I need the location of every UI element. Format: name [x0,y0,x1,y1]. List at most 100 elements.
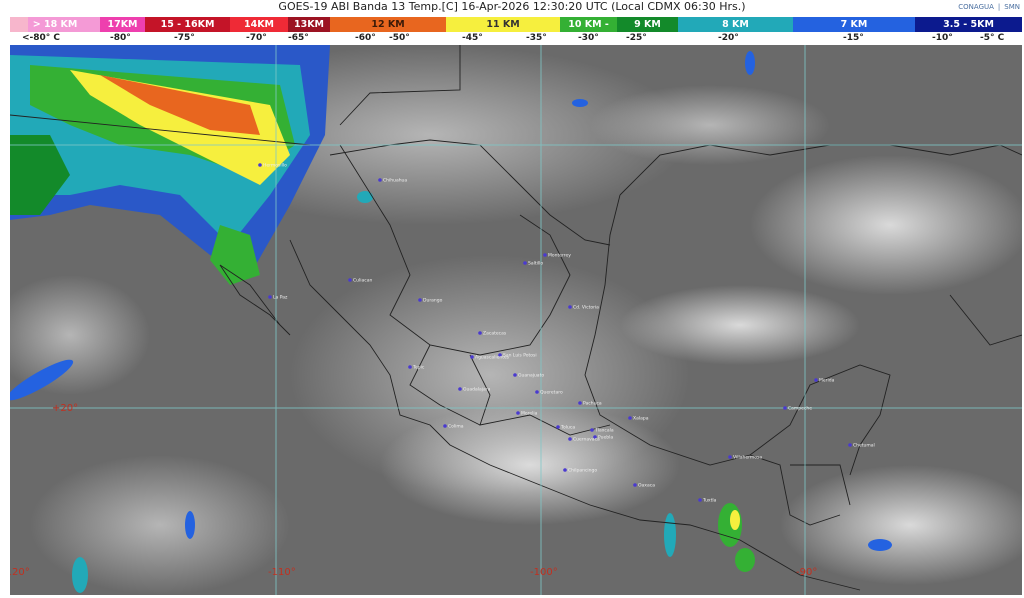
legend-segment: 12 KM [330,17,446,32]
storm-system-northwest [10,45,330,285]
city-marker [590,428,594,432]
temp-label: -45° [462,33,483,43]
city-marker [418,298,422,302]
city-marker [698,498,702,502]
city-label: Culiacan [353,278,372,284]
lon-label: -120° [10,567,30,578]
city-marker [593,435,597,439]
satellite-map: +20° -120° -110° -100° -90° Chihuahua Her… [10,45,1022,595]
city-marker [268,295,272,299]
city-label: San Luis Potosi [503,353,537,359]
city-marker [258,163,262,167]
legend-segment: > 18 KM [10,17,100,32]
city-marker [633,483,637,487]
city-label: Hermosillo [263,163,287,169]
city-label: Puebla [598,435,613,441]
city-label: Chilpancingo [568,468,597,474]
city-label: Cd. Victoria [573,305,599,311]
legend-segment: 8 KM [678,17,793,32]
city-marker [728,455,732,459]
temp-label: -80° [110,33,131,43]
agency-logos: CONAGUA | SMN [958,3,1020,11]
legend-segment: 17KM [100,17,145,32]
city-label: Chetumal [853,443,875,449]
temp-label: -60° [355,33,376,43]
temp-label: -35° [526,33,547,43]
temp-label: -75° [174,33,195,43]
temp-label: -25° [626,33,647,43]
temp-label: <-80° C [22,33,61,43]
temp-label: -15° [843,33,864,43]
city-marker [458,387,462,391]
lon-label: -100° [530,567,558,578]
city-marker [408,365,412,369]
city-marker [478,331,482,335]
city-marker [535,390,539,394]
city-label: Zacatecas [483,331,507,337]
city-label: Campeche [788,406,812,412]
image-title: GOES-19 ABI Banda 13 Temp.[C] 16-Apr-202… [278,0,746,13]
temp-label: -30° [578,33,599,43]
city-label: Durango [423,298,443,304]
city-label: Colima [448,424,464,430]
city-marker [378,178,382,182]
city-marker [348,278,352,282]
city-marker [470,355,474,359]
city-marker [568,437,572,441]
graticule [10,45,1022,595]
city-marker [498,353,502,357]
legend-segment: 10 KM - [560,17,617,32]
legend-segment: 14KM [230,17,288,32]
city-label: Guadalajara [463,387,491,393]
city-label: Aguascalientes [475,355,510,361]
city-label: Chihuahua [383,178,407,184]
city-marker [556,425,560,429]
city-marker [628,416,632,420]
temp-label: -10° [932,33,953,43]
legend-segment: 3.5 - 5KM [915,17,1022,32]
city-marker [516,411,520,415]
city-marker [783,406,787,410]
city-label: Monterrey [548,253,571,259]
city-label: Tlaxcala [594,428,614,434]
legend-segment: 11 KM [446,17,560,32]
city-label: Villahermosa [733,455,762,461]
city-label: Tuxtla [702,498,717,504]
city-label: Merida [819,378,835,384]
city-marker [513,373,517,377]
city-label: Queretaro [540,390,563,396]
city-labels: Chihuahua Hermosillo La Paz Culiacan Durango… [258,163,875,504]
city-label: Guanajuato [518,373,544,379]
coastlines-and-borders [10,45,1022,591]
city-marker [814,378,818,382]
lon-label: -90° [796,567,817,578]
city-label: Cuernavaca [573,437,600,443]
legend-segment: 13KM [288,17,330,32]
city-marker [578,401,582,405]
temp-label: -50° [389,33,410,43]
temp-label: -65° [288,33,309,43]
city-marker [543,253,547,257]
city-label: Xalapa [633,416,649,422]
convection-cells [10,51,892,593]
temp-label: -5° C [980,33,1005,43]
city-label: La Paz [273,295,288,301]
smn-logo: SMN [1004,3,1020,11]
temp-label: -20° [718,33,739,43]
city-label: Pachuca [583,401,602,407]
lat-label: +20° [52,403,78,414]
city-label: Morelia [521,411,538,417]
city-marker [563,468,567,472]
legend-segment: 15 - 16KM [145,17,230,32]
conagua-logo: CONAGUA [958,3,994,11]
city-label: Toluca [560,425,575,431]
legend-segment: 9 KM [617,17,678,32]
city-label: Tepic [412,365,425,371]
city-marker [848,443,852,447]
legend-segment: 7 KM [793,17,915,32]
city-marker [523,261,527,265]
city-marker [443,424,447,428]
temp-label: -70° [246,33,267,43]
lon-label: -110° [268,567,296,578]
city-marker [568,305,572,309]
